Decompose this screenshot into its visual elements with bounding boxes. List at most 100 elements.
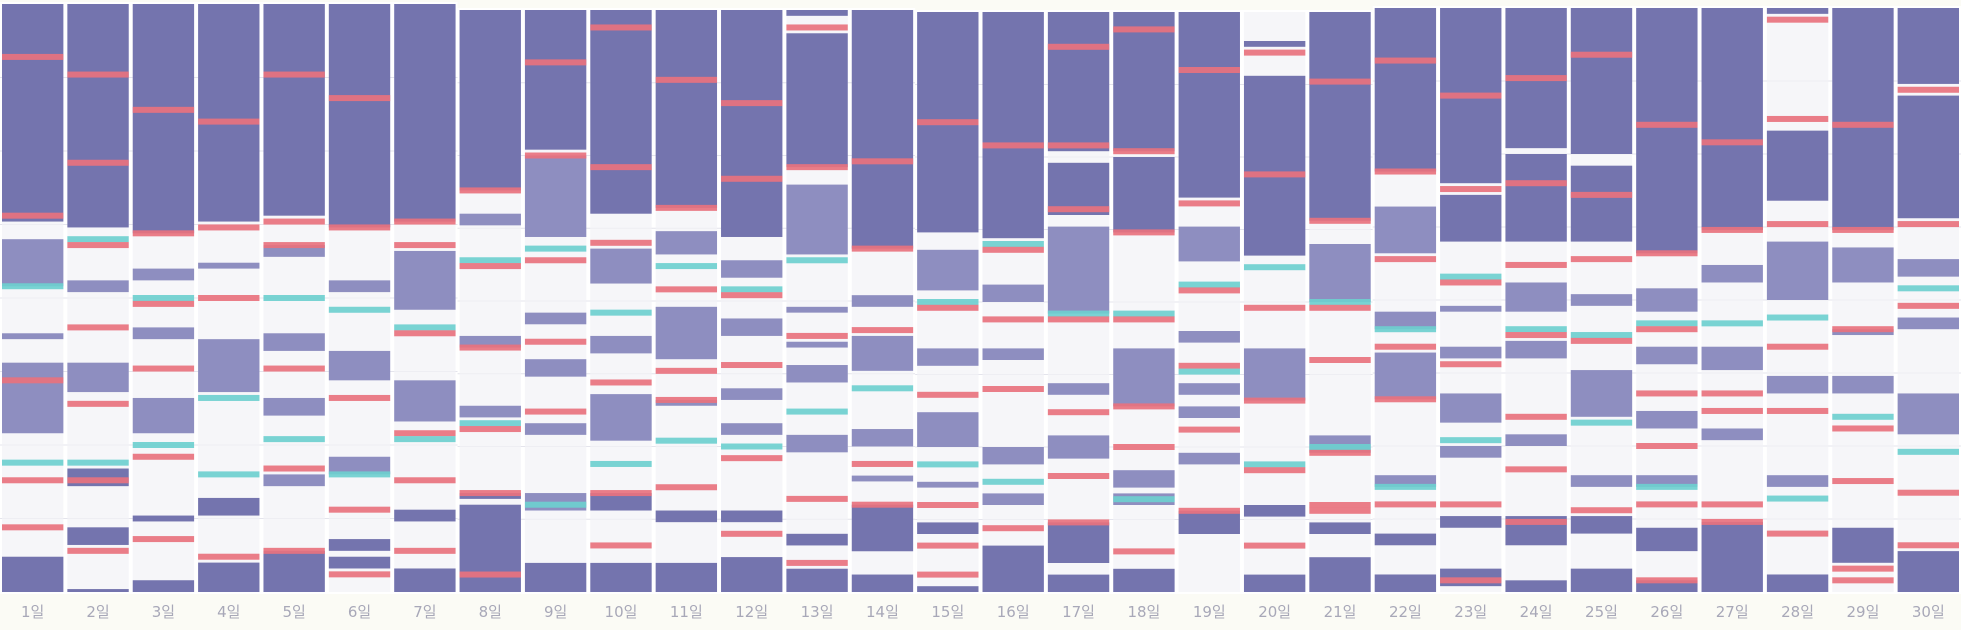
- day-column-17: [1047, 12, 1110, 592]
- day-column-19: [1178, 12, 1240, 592]
- column-block: [459, 405, 521, 418]
- column-mark-red: [1440, 92, 1502, 99]
- column-mark-red: [1570, 256, 1633, 263]
- columns-layer: [2, 4, 1959, 592]
- column-mark-red: [590, 164, 652, 171]
- column-mark-red: [917, 391, 979, 398]
- column-block: [982, 545, 1044, 592]
- column-mark-red: [982, 142, 1044, 149]
- column-block: [1832, 8, 1894, 230]
- day-column-13: [786, 10, 848, 592]
- column-block: [786, 341, 848, 348]
- column-mark-red: [263, 465, 325, 472]
- column-block: [459, 335, 521, 348]
- column-block: [590, 394, 652, 441]
- column-mark-red: [1440, 279, 1502, 286]
- column-mark-teal: [459, 420, 521, 427]
- column-block: [132, 580, 195, 592]
- column-block: [328, 456, 391, 475]
- column-block: [1113, 157, 1175, 233]
- column-block: [67, 589, 129, 592]
- x-tick-label: 1일: [21, 603, 44, 621]
- column-block: [1440, 516, 1502, 528]
- column-mark-red: [1178, 200, 1240, 207]
- column-mark-red: [1440, 186, 1502, 193]
- column-block: [1897, 317, 1959, 330]
- day-column-24: [1505, 8, 1567, 592]
- x-tick-label: 23일: [1454, 603, 1487, 621]
- column-block: [2, 333, 64, 340]
- x-tick-label: 3일: [152, 603, 175, 621]
- column-mark-red: [263, 242, 325, 249]
- column-mark-red: [1636, 443, 1698, 449]
- column-block: [786, 533, 848, 546]
- column-block: [1505, 580, 1567, 592]
- column-mark-red: [524, 338, 587, 345]
- column-mark-teal: [2, 283, 64, 290]
- x-tick-label: 15일: [931, 603, 964, 621]
- column-mark-teal: [1374, 326, 1437, 333]
- x-tick-label: 30일: [1912, 603, 1945, 621]
- column-mark-teal: [524, 245, 587, 252]
- x-tick-label: 28일: [1781, 603, 1814, 621]
- x-tick-label: 26일: [1650, 603, 1683, 621]
- column-block: [328, 350, 391, 381]
- column-mark-teal: [1570, 332, 1633, 339]
- column-mark-teal: [1374, 483, 1437, 490]
- column-block: [1766, 475, 1829, 487]
- column-block: [721, 510, 783, 523]
- column-mark-red: [1505, 332, 1567, 339]
- column-mark-red: [1832, 425, 1894, 432]
- column-mark-red: [982, 386, 1044, 392]
- column-mark-teal: [982, 241, 1044, 247]
- column-mark-teal: [198, 471, 260, 478]
- column-mark-teal: [982, 478, 1044, 485]
- column-mark-red: [1113, 26, 1175, 33]
- column-mark-red: [721, 175, 783, 182]
- column-mark-teal: [917, 299, 979, 305]
- column-mark-red: [590, 379, 652, 386]
- column-mark-red: [132, 106, 195, 113]
- column-mark-teal: [198, 394, 260, 401]
- column-mark-red: [917, 502, 979, 508]
- column-block: [2, 239, 64, 287]
- column-block: [786, 365, 848, 383]
- column-block: [1047, 435, 1110, 459]
- column-block: [2, 362, 64, 434]
- column-mark-teal: [67, 459, 129, 466]
- column-mark-red: [1570, 191, 1633, 198]
- column-block: [328, 280, 391, 293]
- column-mark-teal: [328, 471, 391, 478]
- column-block: [1570, 8, 1633, 154]
- column-mark-red: [1897, 489, 1959, 496]
- column-block: [394, 4, 456, 222]
- column-mark-red: [67, 324, 129, 331]
- column-mark-red: [132, 300, 195, 307]
- column-block: [1701, 346, 1763, 371]
- column-mark-teal: [67, 236, 129, 243]
- x-tick-label: 13일: [801, 603, 834, 621]
- column-block: [328, 556, 391, 569]
- x-tick-label: 18일: [1127, 603, 1160, 621]
- column-block: [132, 268, 195, 281]
- column-mark-red: [394, 242, 456, 249]
- column-block: [1636, 346, 1698, 365]
- column-block: [67, 362, 129, 393]
- column-block: [524, 10, 587, 150]
- column-mark-red: [1047, 142, 1110, 149]
- column-mark-red: [198, 553, 260, 560]
- column-mark-red: [1505, 261, 1567, 268]
- column-mark-red: [1766, 16, 1829, 23]
- x-tick-label: 14일: [866, 603, 899, 621]
- day-column-27: [1701, 8, 1763, 592]
- column-mark-red: [1113, 444, 1175, 450]
- column-mark-teal: [1309, 299, 1371, 305]
- column-block: [851, 429, 914, 447]
- column-block: [590, 248, 652, 284]
- column-mark-red: [1178, 426, 1240, 433]
- x-tick-label: 4일: [217, 603, 240, 621]
- column-block: [917, 586, 979, 592]
- column-mark-red: [2, 524, 64, 531]
- x-tick-labels: 1일 2일 3일 4일 5일 6일 7일 8일 9일 10일 11일 12일 13일 14일 15일 16일 1…: [21, 603, 1945, 621]
